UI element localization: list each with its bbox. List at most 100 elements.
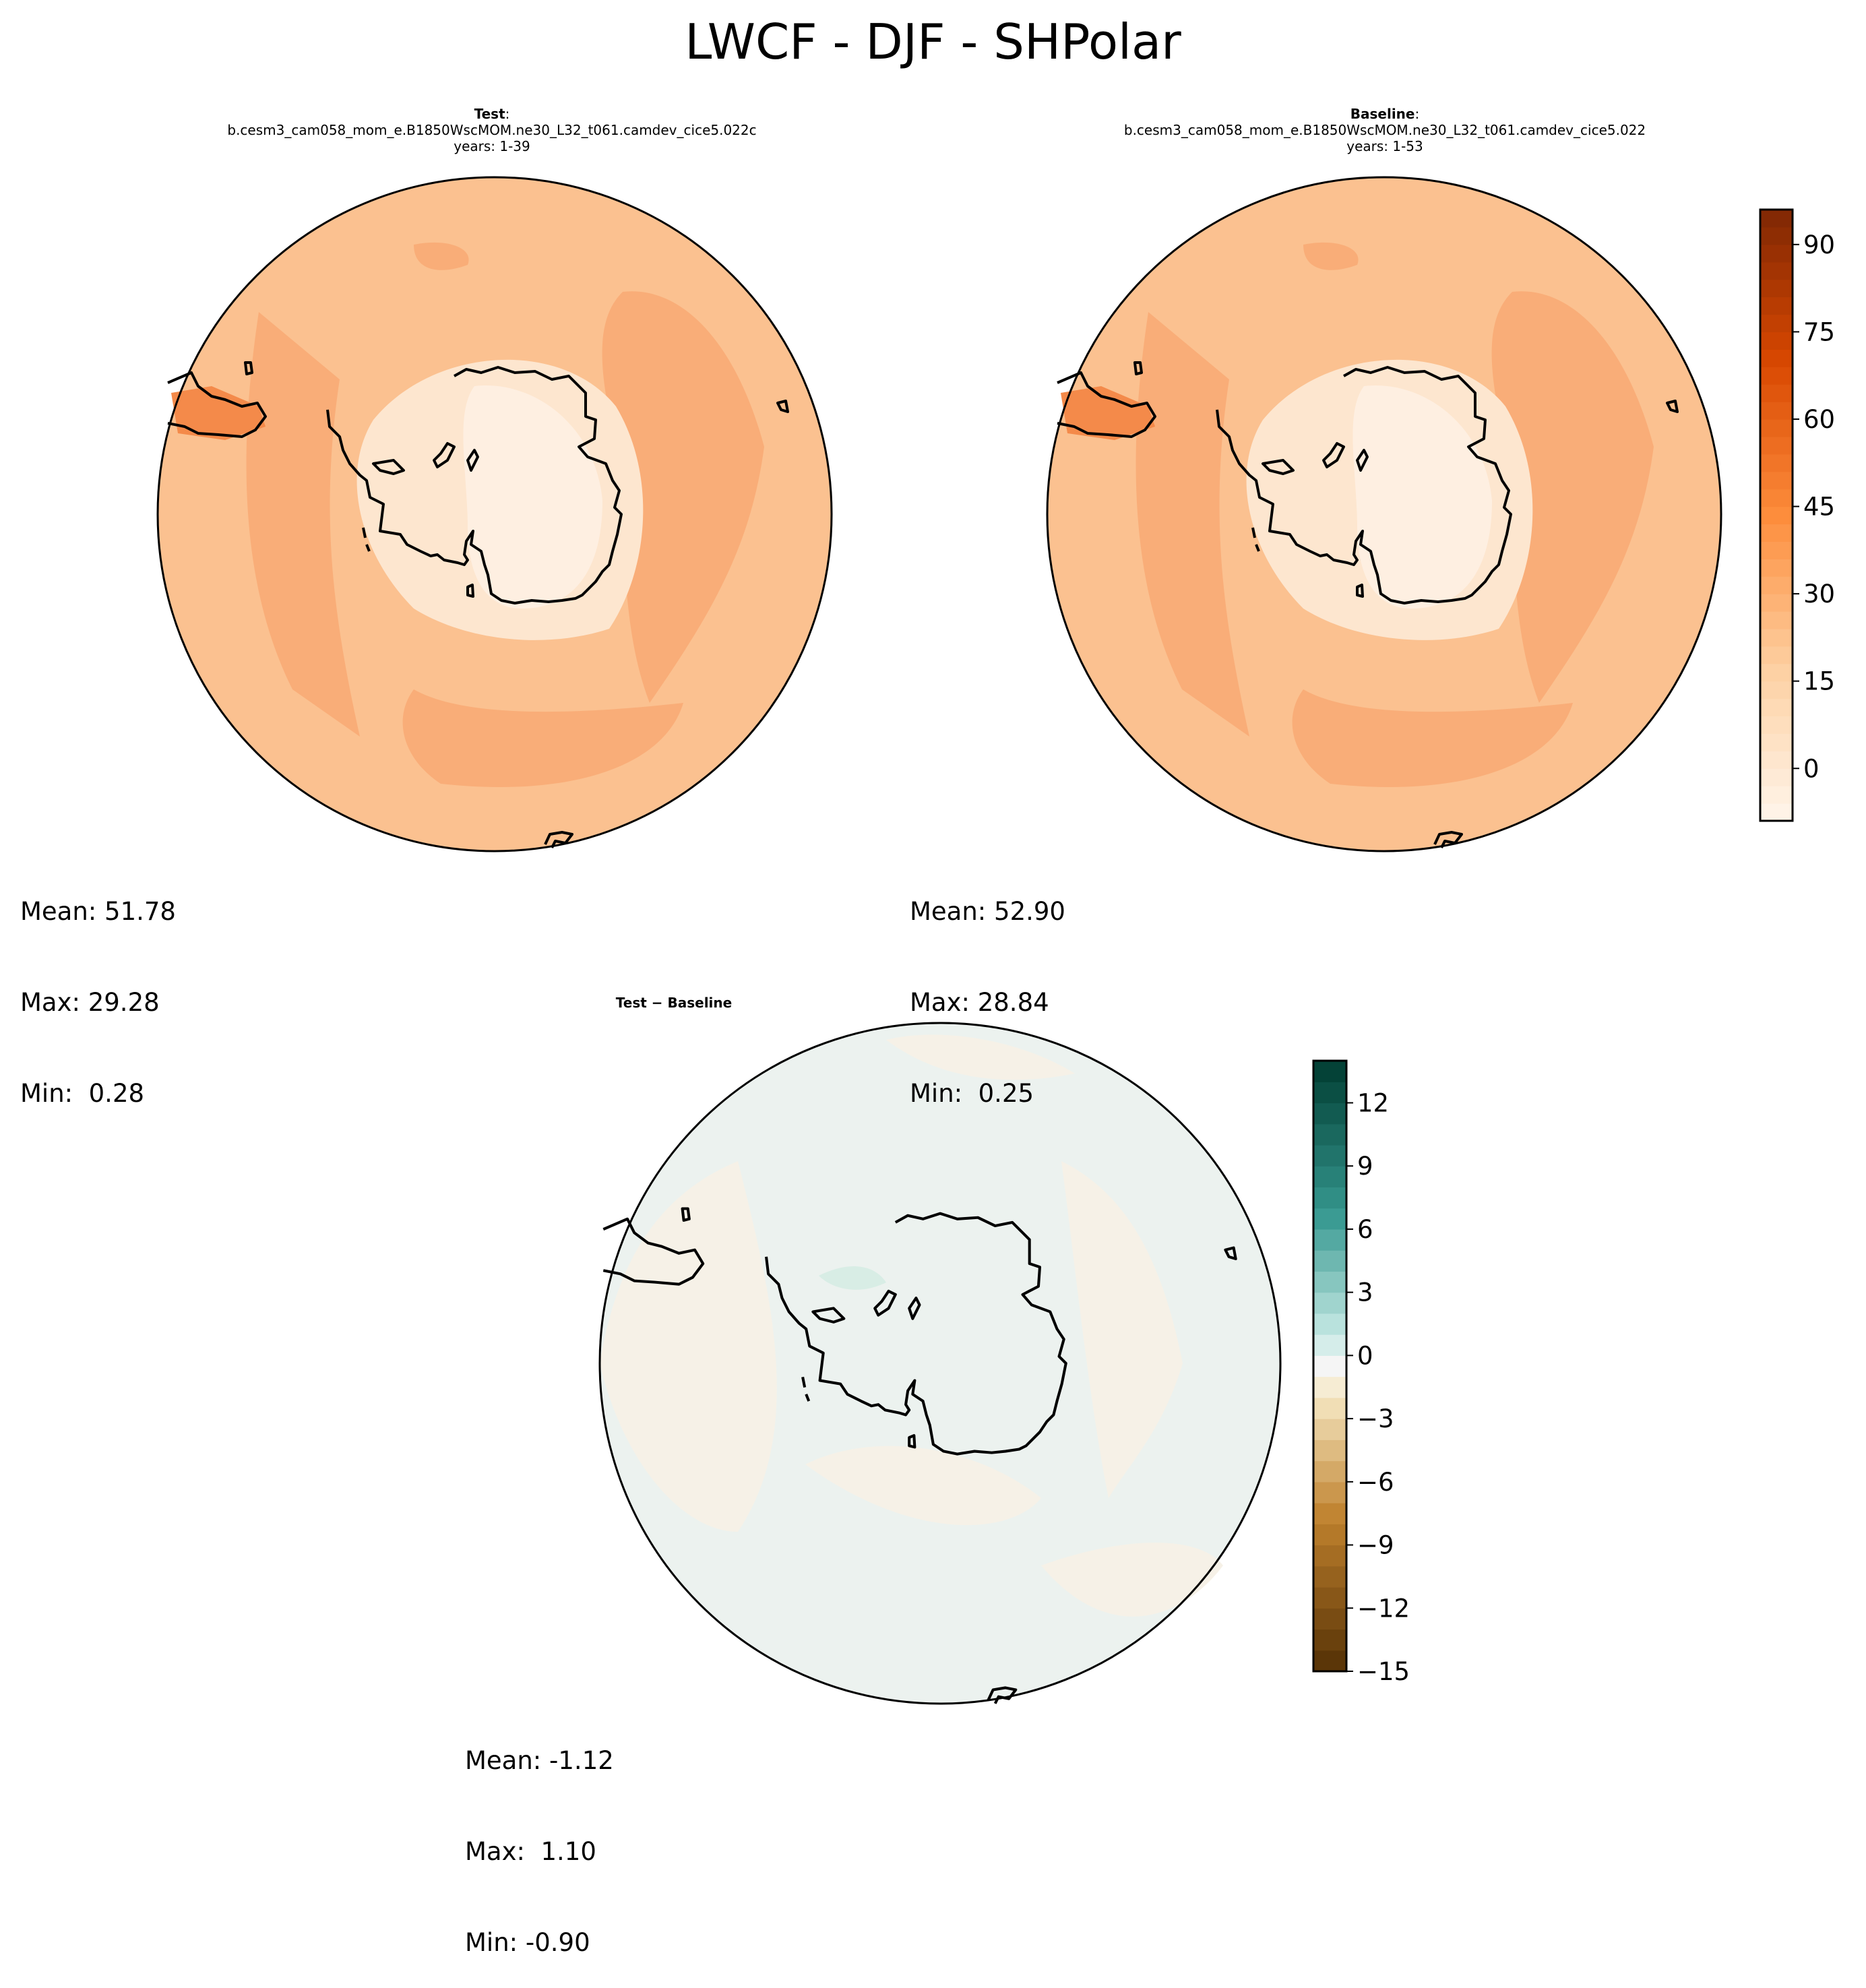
main-colorbar: 90 75 60 45 30 15 0 <box>1759 208 1835 822</box>
diff-colorbar-tick-label: 3 <box>1357 1278 1373 1307</box>
diff-colorbar-tick-label: 12 <box>1357 1088 1389 1117</box>
diff-stats: Mean: -1.12 Max: 1.10 Min: -0.90 <box>465 1685 614 1988</box>
diff-colorbar: 12 9 6 3 0 −3 −6 −9 −12 −15 <box>1312 1059 1410 1686</box>
main-colorbar-tick-label: 60 <box>1803 405 1835 434</box>
main-colorbar-tick-label: 15 <box>1803 667 1835 696</box>
diff-colorbar-level <box>1313 1144 1346 1167</box>
figure-title: LWCF - DJF - SHPolar <box>685 13 1181 70</box>
baseline-title-label: Baseline <box>1350 106 1415 122</box>
diff-colorbar-level <box>1313 1608 1346 1630</box>
diff-colorbar-level <box>1313 1250 1346 1272</box>
diff-colorbar-level <box>1313 1229 1346 1251</box>
diff-colorbar-level <box>1313 1102 1346 1125</box>
diff-colorbar-frame <box>1312 1059 1348 1673</box>
diff-colorbar-level <box>1313 1503 1346 1524</box>
diff-colorbar-level <box>1313 1376 1346 1398</box>
main-colorbar-level <box>1760 559 1793 577</box>
diff-title-label: Test − Baseline <box>615 995 733 1011</box>
diff-colorbar-level <box>1313 1397 1346 1419</box>
main-colorbar-tick-label: 45 <box>1803 493 1835 522</box>
main-colorbar-frame <box>1759 208 1794 822</box>
diff-colorbar-level <box>1313 1439 1346 1462</box>
diff-colorbar-tick-label: 9 <box>1357 1152 1373 1181</box>
diff-colorbar-level <box>1313 1419 1346 1440</box>
baseline-panel-title: Baseline: b.cesm3_cam058_mom_e.B1850WscM… <box>1051 106 1718 154</box>
main-colorbar-level <box>1760 524 1793 542</box>
main-colorbar-tick-label: 90 <box>1803 230 1835 259</box>
main-colorbar-tick-label: 30 <box>1803 580 1835 609</box>
test-map <box>156 176 833 852</box>
main-colorbar-level <box>1760 210 1793 228</box>
main-colorbar-level <box>1760 489 1793 507</box>
test-years: years: 1-39 <box>454 138 530 154</box>
main-colorbar-level <box>1760 786 1793 804</box>
diff-colorbar-level <box>1313 1481 1346 1503</box>
baseline-case-name: b.cesm3_cam058_mom_e.B1850WscMOM.ne30_L3… <box>1123 122 1646 138</box>
test-stats: Mean: 51.78 Max: 29.28 Min: 0.28 <box>20 836 176 1139</box>
main-colorbar-level <box>1760 332 1793 350</box>
diff-colorbar-tick-label: 0 <box>1357 1341 1373 1370</box>
diff-colorbar-ticks: 12 9 6 3 0 −3 −6 −9 −12 −15 <box>1346 1088 1410 1686</box>
test-panel-title: Test: b.cesm3_cam058_mom_e.B1850WscMOM.n… <box>158 106 826 154</box>
main-colorbar-level <box>1760 367 1793 385</box>
diff-colorbar-level <box>1313 1355 1346 1377</box>
main-colorbar-level <box>1760 471 1793 490</box>
diff-stat-max: Max: 1.10 <box>465 1837 596 1866</box>
diff-colorbar-level <box>1313 1565 1346 1588</box>
diff-colorbar-level <box>1313 1524 1346 1546</box>
main-colorbar-level <box>1760 402 1793 420</box>
main-colorbar-level <box>1760 436 1793 455</box>
baseline-years: years: 1-53 <box>1346 138 1423 154</box>
diff-colorbar-level <box>1313 1460 1346 1483</box>
test-title-sep: : <box>505 106 510 122</box>
diff-colorbar-level <box>1313 1061 1346 1082</box>
baseline-stat-mean: Mean: 52.90 <box>910 897 1065 926</box>
main-colorbar-level <box>1760 628 1793 647</box>
diff-colorbar-tick-label: 6 <box>1357 1215 1373 1244</box>
diff-colorbar-level <box>1313 1650 1346 1672</box>
diff-stat-mean: Mean: -1.12 <box>465 1746 614 1775</box>
diff-colorbar-level <box>1313 1587 1346 1609</box>
diff-colorbar-level <box>1313 1313 1346 1335</box>
diff-colorbar-tick-label: −6 <box>1357 1468 1394 1497</box>
baseline-title-sep: : <box>1414 106 1420 122</box>
main-colorbar-level <box>1760 768 1793 786</box>
test-stat-max: Max: 29.28 <box>20 988 160 1017</box>
main-colorbar-tick-label: 75 <box>1803 317 1835 346</box>
main-colorbar-level <box>1760 418 1793 437</box>
main-colorbar-levels <box>1760 210 1793 821</box>
diff-stat-min: Min: -0.90 <box>465 1928 590 1957</box>
diff-colorbar-level <box>1313 1166 1346 1188</box>
test-stat-mean: Mean: 51.78 <box>20 897 176 926</box>
main-colorbar-level <box>1760 541 1793 559</box>
diff-colorbar-level <box>1313 1292 1346 1314</box>
diff-colorbar-tick-label: −12 <box>1357 1594 1410 1623</box>
test-case-name: b.cesm3_cam058_mom_e.B1850WscMOM.ne30_L3… <box>227 122 757 138</box>
test-stat-min: Min: 0.28 <box>20 1079 145 1108</box>
diff-colorbar-tick-label: −3 <box>1357 1404 1394 1433</box>
main-colorbar-level <box>1760 297 1793 315</box>
diff-colorbar-level <box>1313 1271 1346 1293</box>
main-colorbar-level <box>1760 751 1793 769</box>
main-colorbar-level <box>1760 663 1793 682</box>
diff-colorbar-level <box>1313 1082 1346 1104</box>
main-colorbar-level <box>1760 261 1793 280</box>
main-colorbar-level <box>1760 611 1793 629</box>
diff-colorbar-level <box>1313 1187 1346 1209</box>
baseline-stats: Mean: 52.90 Max: 28.84 Min: 0.25 <box>910 836 1065 1139</box>
diff-map <box>598 1022 1282 1704</box>
main-colorbar-level <box>1760 349 1793 367</box>
baseline-stat-max: Max: 28.84 <box>910 988 1049 1017</box>
main-colorbar-level <box>1760 716 1793 735</box>
diff-colorbar-levels <box>1313 1061 1346 1672</box>
diff-colorbar-level <box>1313 1334 1346 1356</box>
main-colorbar-tick-label: 0 <box>1803 754 1820 783</box>
main-colorbar-ticks: 90 75 60 45 30 15 0 <box>1793 230 1835 783</box>
main-colorbar-level <box>1760 698 1793 717</box>
main-colorbar-level <box>1760 594 1793 612</box>
main-colorbar-level <box>1760 454 1793 472</box>
main-colorbar-level <box>1760 803 1793 821</box>
main-colorbar-level <box>1760 279 1793 298</box>
diff-colorbar-tick-label: −9 <box>1357 1531 1394 1560</box>
diff-colorbar-tick-label: −15 <box>1357 1657 1410 1686</box>
